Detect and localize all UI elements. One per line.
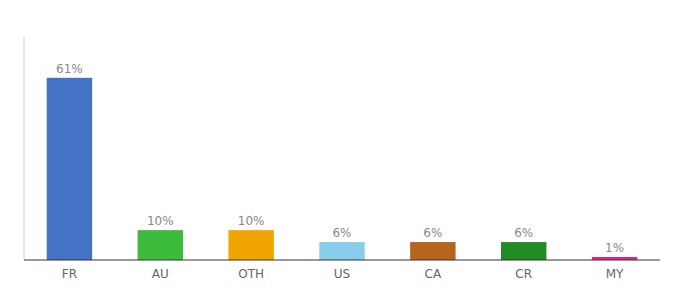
page: {"chart_data": {"type": "bar", "categori… [0, 0, 680, 300]
chart: 61% 10% 10% 6% 6% 6% 1% FR AU OTH US CA CR MY [0, 0, 680, 300]
x-tick-label: US [334, 267, 350, 281]
x-tick-label: OTH [238, 267, 264, 281]
data-label: 6% [514, 226, 533, 240]
bar [410, 242, 455, 260]
data-label: 1% [605, 241, 624, 255]
bar [138, 230, 183, 260]
y-axis-line [24, 36, 25, 260]
chart-container: 61% 10% 10% 6% 6% 6% 1% FR AU OTH US CA CR MY [0, 0, 680, 300]
bar [228, 230, 273, 260]
x-tick-label: CR [515, 267, 532, 281]
bar [47, 78, 92, 260]
x-tick-label: FR [62, 267, 77, 281]
bar [319, 242, 364, 260]
data-label: 61% [56, 62, 83, 76]
bars [47, 78, 638, 260]
data-label: 6% [423, 226, 442, 240]
x-axis-line [24, 260, 660, 261]
data-label: 10% [238, 214, 265, 228]
bar [501, 242, 546, 260]
x-tick-label: AU [152, 267, 169, 281]
x-tick-label: CA [425, 267, 442, 281]
data-label: 10% [147, 214, 174, 228]
x-tick-label: MY [606, 267, 624, 281]
data-label: 6% [332, 226, 351, 240]
